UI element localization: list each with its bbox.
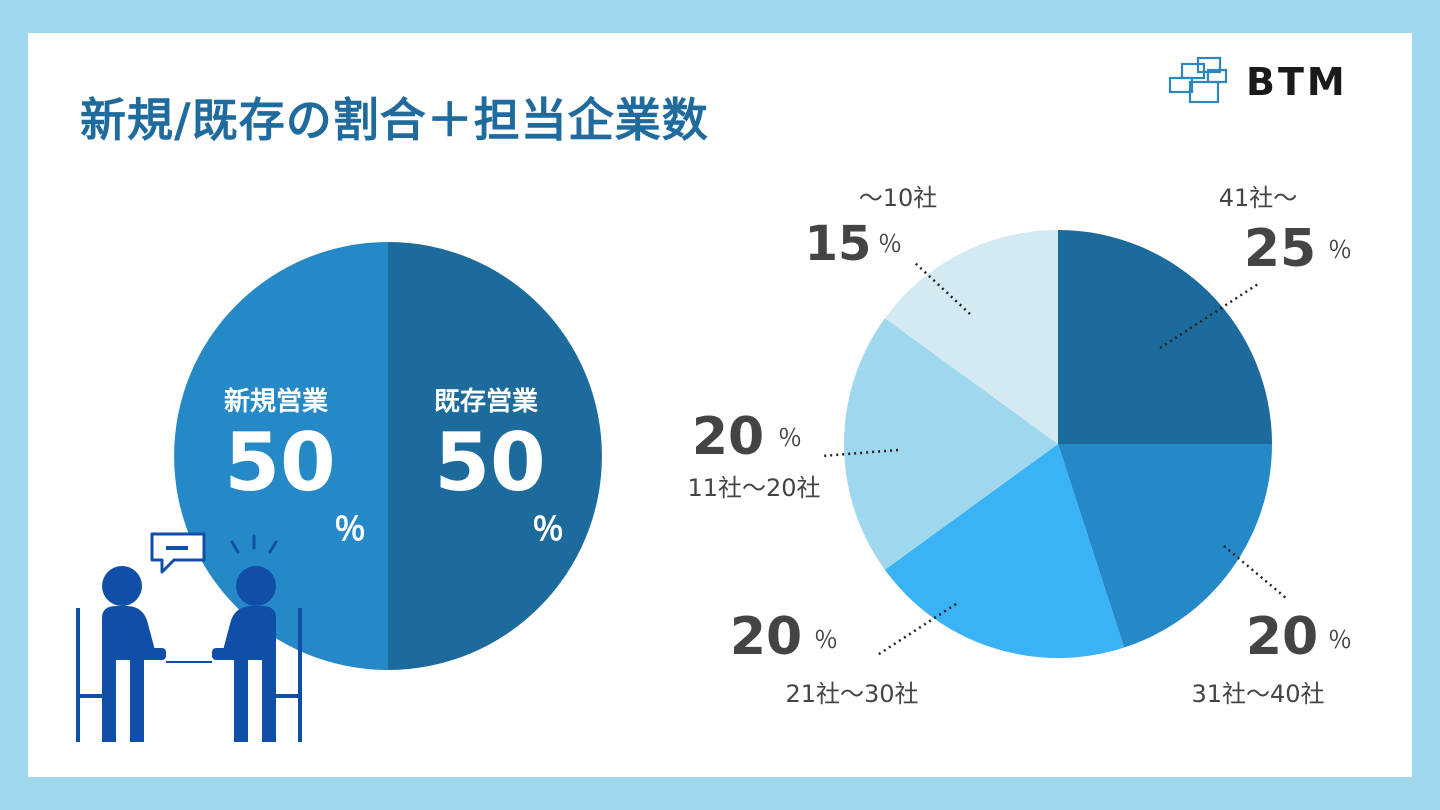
value-label-21-30: 20 — [730, 607, 802, 667]
existing-sales-labels: 既存営業 50 ％ — [434, 387, 564, 548]
logo-text: BTM — [1246, 60, 1348, 104]
value-label-under-10: 15 — [805, 216, 872, 272]
leader-line-31-40 — [1223, 545, 1287, 599]
slice-label-41plus: 41社～ 25 ％ — [1219, 184, 1352, 279]
leader-lines — [821, 261, 1287, 658]
category-label-11-20: 11社～20社 — [687, 474, 820, 502]
existing-sales-value-label: 50 — [434, 416, 545, 509]
category-label-31-40: 31社～40社 — [1191, 680, 1324, 708]
leader-line-21-30 — [875, 602, 957, 658]
slice-label-under-10: ～10社 15 ％ — [805, 184, 938, 272]
existing-sales-unit-label: ％ — [532, 510, 564, 548]
value-label-31-40: 20 — [1246, 607, 1318, 667]
existing-sales-category-label: 既存営業 — [434, 387, 538, 417]
category-label-41plus: 41社～ — [1219, 184, 1298, 212]
category-label-under-10: ～10社 — [859, 184, 938, 212]
unit-label-41plus: ％ — [1328, 236, 1352, 264]
new-existing-pie-slice-0 — [388, 242, 602, 670]
company-count-pie-slice-0 — [1058, 230, 1272, 444]
new-sales-category-label: 新規営業 — [224, 386, 328, 417]
new-sales-value-label: 50 — [224, 416, 335, 509]
company-count-pie-slice-1 — [1058, 444, 1272, 648]
page-title: 新規/既存の割合＋担当企業数 — [80, 93, 709, 147]
company-count-pie-slice-2 — [884, 444, 1125, 659]
unit-label-11-20: ％ — [778, 424, 802, 452]
meeting-people-icon — [76, 532, 302, 742]
unit-label-under-10: ％ — [878, 230, 902, 258]
unit-label-31-40: ％ — [1328, 626, 1352, 654]
slice-label-31-40: 20 ％ 31社～40社 — [1191, 607, 1352, 708]
new-existing-pie-slice-1 — [174, 242, 388, 670]
value-label-11-20: 20 — [692, 407, 764, 467]
leader-line-11-20 — [821, 448, 899, 458]
company-count-pie — [843, 230, 1272, 659]
leader-line-41plus — [1159, 282, 1259, 350]
new-existing-pie — [174, 242, 602, 670]
company-count-pie-slice-3 — [843, 318, 1058, 570]
new-sales-unit-label: ％ — [334, 510, 366, 548]
company-count-pie-slice-4 — [884, 230, 1058, 444]
slice-label-21-30: 20 ％ 21社～30社 — [730, 607, 919, 708]
leader-line-under-10 — [913, 261, 971, 315]
btm-logo-icon — [1168, 56, 1228, 104]
unit-label-21-30: ％ — [814, 626, 838, 654]
category-label-21-30: 21社～30社 — [785, 680, 918, 708]
value-label-41plus: 25 — [1244, 219, 1316, 279]
slice-label-11-20: 20 ％ 11社～20社 — [687, 407, 820, 502]
new-sales-labels: 新規営業 50 ％ — [224, 386, 366, 548]
